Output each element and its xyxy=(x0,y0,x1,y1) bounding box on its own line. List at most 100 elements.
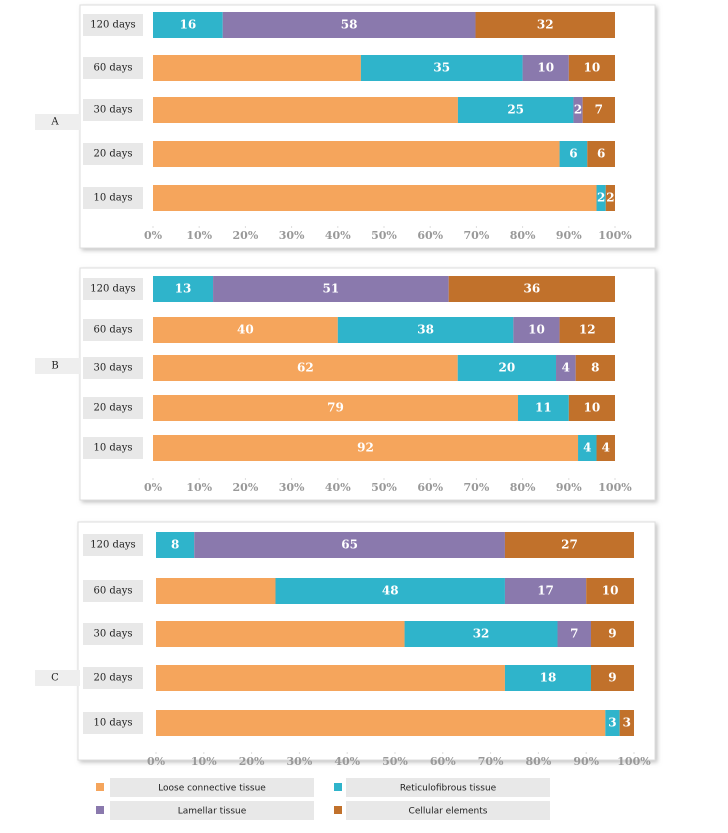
data-label: 6 xyxy=(597,147,605,161)
panel-label-box xyxy=(35,670,80,686)
bar-segment xyxy=(587,141,615,167)
bar-segment xyxy=(596,185,606,211)
x-tick-label: 80% xyxy=(510,481,536,494)
x-tick-label: 80% xyxy=(510,229,536,242)
bar-segment xyxy=(153,395,518,421)
category-box xyxy=(83,437,143,459)
panel xyxy=(79,267,656,501)
category-label: 120 days xyxy=(90,540,135,551)
data-label: 4 xyxy=(602,441,610,455)
x-tick-label: 40% xyxy=(325,229,351,242)
data-label: 7 xyxy=(570,627,578,641)
category-label: 20 days xyxy=(93,149,132,160)
bar-segment xyxy=(153,55,361,81)
category-label: 20 days xyxy=(93,403,132,414)
data-label: 7 xyxy=(595,103,603,117)
x-tick-label: 50% xyxy=(382,755,408,768)
category-label: 30 days xyxy=(93,629,132,640)
bar-segment xyxy=(404,621,558,647)
bar-segment xyxy=(275,578,505,604)
bar-segment xyxy=(457,355,557,381)
bar-segment xyxy=(586,578,634,604)
category-label: 60 days xyxy=(93,586,132,597)
data-label: 9 xyxy=(608,627,616,641)
x-tick-label: 100% xyxy=(617,755,651,768)
data-label: 2 xyxy=(606,191,614,205)
bar-segment xyxy=(619,710,634,736)
x-tick-label: 20% xyxy=(239,755,265,768)
bar-segment xyxy=(153,185,597,211)
data-label: 4 xyxy=(583,441,591,455)
data-label: 3 xyxy=(623,716,631,730)
bar-segment xyxy=(457,97,574,123)
bar-segment xyxy=(448,276,615,302)
data-label: 25 xyxy=(507,103,524,117)
category-box xyxy=(83,57,143,79)
data-label: 40 xyxy=(237,323,254,337)
data-label: 6 xyxy=(569,147,577,161)
data-label: 18 xyxy=(540,671,557,685)
data-label: 51 xyxy=(323,282,340,296)
bar-segment xyxy=(475,12,615,38)
bar-segment xyxy=(360,55,523,81)
category-box xyxy=(83,667,143,689)
bar-segment xyxy=(153,141,560,167)
data-label: 58 xyxy=(341,18,358,32)
category-box xyxy=(83,357,143,379)
data-label: 12 xyxy=(579,323,596,337)
legend-swatch xyxy=(334,806,342,814)
bar-segment xyxy=(517,395,569,421)
x-tick-label: 20% xyxy=(233,229,259,242)
x-tick-label: 100% xyxy=(598,229,632,242)
category-box xyxy=(83,319,143,341)
x-tick-label: 60% xyxy=(417,229,443,242)
category-label: 120 days xyxy=(90,284,135,295)
legend-box xyxy=(110,778,314,797)
bar-segment xyxy=(590,665,634,691)
bar-segment xyxy=(156,578,276,604)
bar-segment xyxy=(194,532,505,558)
bar-segment xyxy=(156,710,606,736)
data-label: 8 xyxy=(591,361,599,375)
x-tick-label: 60% xyxy=(430,755,456,768)
data-label: 3 xyxy=(608,716,616,730)
data-label: 2 xyxy=(574,103,582,117)
legend-label: Cellular elements xyxy=(409,807,488,817)
data-label: 62 xyxy=(297,361,314,375)
bar-segment xyxy=(559,317,615,343)
category-label: 10 days xyxy=(93,718,132,729)
bar-segment xyxy=(605,185,615,211)
data-label: 36 xyxy=(523,282,540,296)
bar-segment xyxy=(573,97,583,123)
x-tick-label: 10% xyxy=(186,481,212,494)
bar-segment xyxy=(578,435,597,461)
category-label: 120 days xyxy=(90,20,135,31)
data-label: 2 xyxy=(597,191,605,205)
bar-segment xyxy=(513,317,560,343)
data-label: 27 xyxy=(561,538,578,552)
bar-segment xyxy=(153,276,214,302)
bar-segment xyxy=(582,97,615,123)
x-tick-label: 30% xyxy=(279,229,305,242)
data-label: 32 xyxy=(537,18,554,32)
category-label: 20 days xyxy=(93,673,132,684)
bar-segment xyxy=(590,621,634,647)
x-tick-label: 0% xyxy=(147,755,166,768)
x-tick-label: 20% xyxy=(233,481,259,494)
bar-segment xyxy=(522,55,569,81)
x-tick-label: 70% xyxy=(464,481,490,494)
x-tick-label: 10% xyxy=(186,229,212,242)
category-label: 30 days xyxy=(93,363,132,374)
bar-segment xyxy=(596,435,615,461)
bar-segment xyxy=(337,317,514,343)
data-label: 65 xyxy=(341,538,358,552)
data-label: 4 xyxy=(562,361,570,375)
legend-box xyxy=(110,801,314,820)
bar-segment xyxy=(556,355,576,381)
bar-segment xyxy=(153,435,579,461)
bar-segment xyxy=(504,532,634,558)
category-box xyxy=(83,14,143,36)
bar-segment xyxy=(153,355,458,381)
panel-label-box xyxy=(35,358,80,374)
bar-segment xyxy=(559,141,588,167)
